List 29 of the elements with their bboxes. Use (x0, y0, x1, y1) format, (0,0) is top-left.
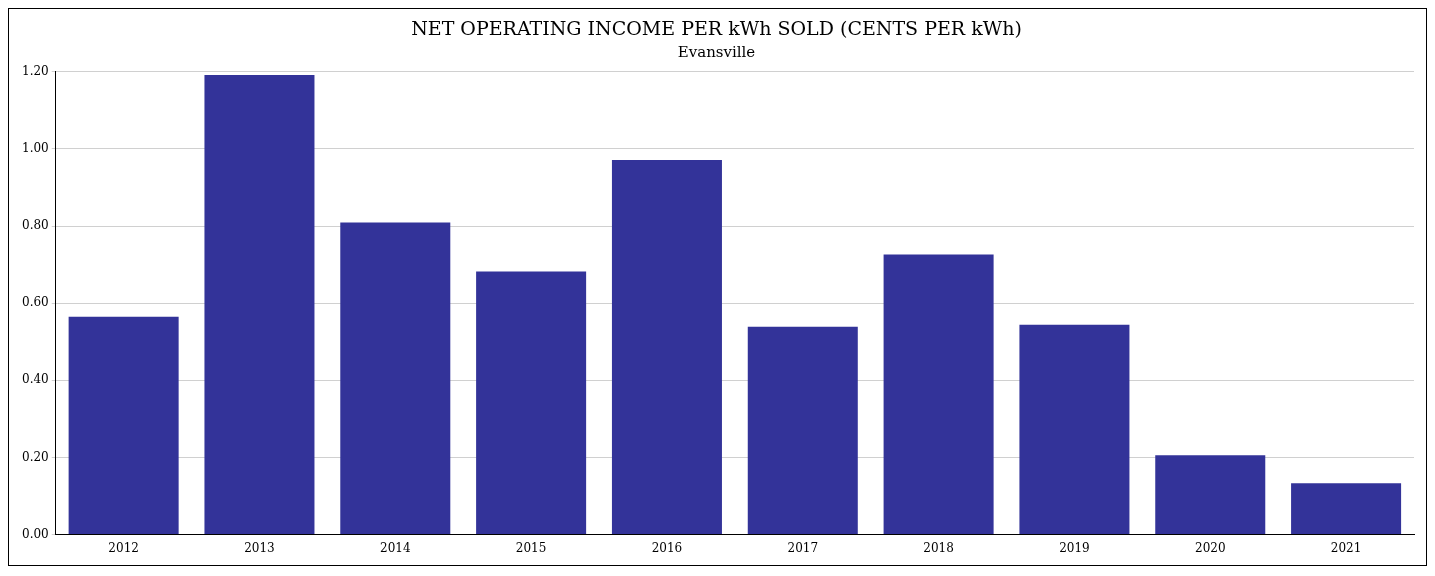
y-tick-label: 0.40 (22, 372, 49, 387)
y-tick-label: 0.80 (22, 218, 49, 233)
bar (883, 254, 994, 535)
x-tick-label: 2021 (1330, 540, 1362, 555)
x-tick-label: 2015 (515, 540, 547, 555)
y-tick-label: 0.20 (22, 449, 49, 464)
y-tick-label: 0.60 (22, 295, 49, 310)
x-tick-label: 2020 (1194, 540, 1226, 555)
x-tick-label: 2016 (651, 540, 683, 555)
bar (204, 74, 315, 535)
bar (476, 271, 587, 535)
y-tick-label: 1.20 (22, 63, 49, 78)
bar (747, 326, 858, 535)
chart-subtitle: Evansville (677, 42, 756, 61)
bar (68, 316, 179, 535)
bar (340, 222, 451, 535)
bar (1155, 455, 1266, 535)
x-tick-label: 2017 (787, 540, 819, 555)
y-tick-label: 0.00 (22, 526, 49, 541)
bar (1291, 483, 1402, 535)
x-tick-label: 2019 (1059, 540, 1090, 555)
chart-title: NET OPERATING INCOME PER kWh SOLD (CENTS PER kWh) (411, 17, 1022, 40)
y-tick-label: 1.00 (22, 141, 49, 156)
x-tick-label: 2018 (923, 540, 954, 555)
x-tick-label: 2014 (380, 540, 411, 555)
bar (611, 160, 722, 535)
x-tick-label: 2012 (108, 540, 139, 555)
x-tick-label: 2013 (244, 540, 275, 555)
bar (1019, 324, 1130, 535)
